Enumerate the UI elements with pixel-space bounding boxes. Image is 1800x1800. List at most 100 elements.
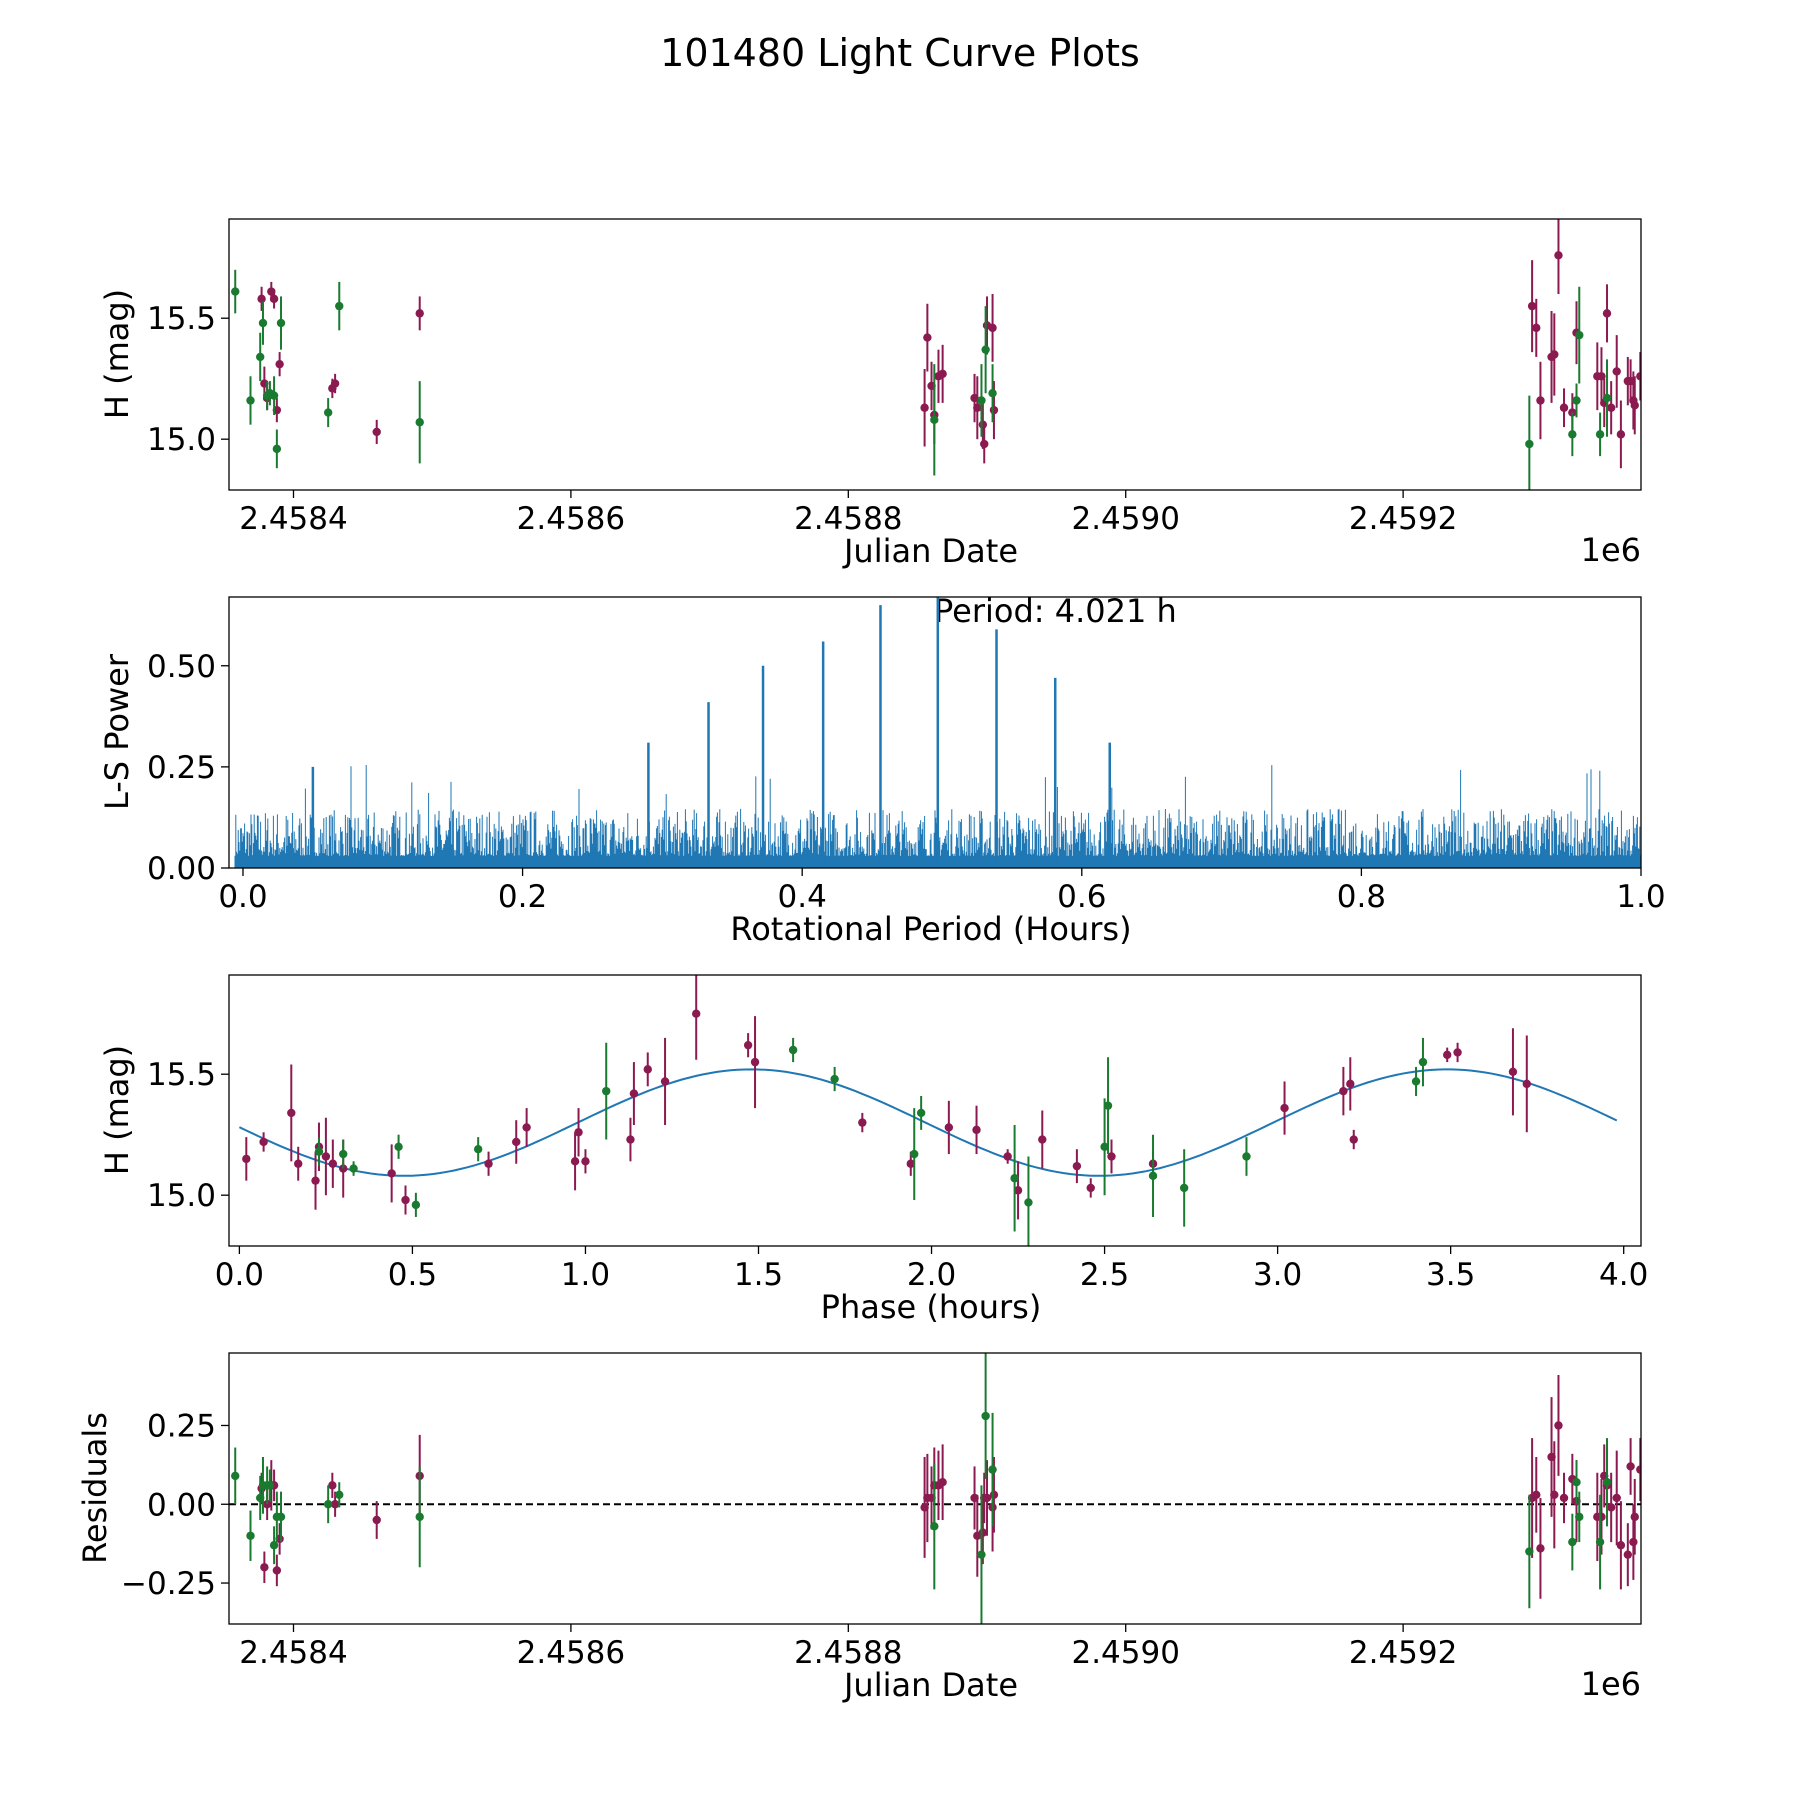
data-point-r xyxy=(972,1125,981,1135)
periodogram-line xyxy=(234,765,1641,868)
plot-area xyxy=(231,219,1641,490)
data-point-g xyxy=(276,318,286,328)
data-point-r xyxy=(581,1157,590,1166)
x-tick-label: 3.0 xyxy=(1253,1257,1302,1293)
data-point-r xyxy=(330,379,340,388)
x-tick-label: 0.5 xyxy=(388,1257,437,1293)
data-point-r xyxy=(1508,1067,1518,1076)
data-point-g xyxy=(1572,1477,1581,1487)
data-point-g xyxy=(258,318,268,328)
data-point-g xyxy=(339,1149,348,1159)
data-point-g xyxy=(231,287,240,296)
x-tick-label: 2.4584 xyxy=(239,501,347,537)
panel-folded-lightcurve: Phase (hours) H (mag) 0.0 0.5 1.0 1.5 2.0 2.5… xyxy=(98,974,1648,1326)
data-point-g xyxy=(602,1086,611,1096)
data-point-r xyxy=(330,1500,340,1509)
periodogram-xlabel: Rotational Period (Hours) xyxy=(730,910,1131,948)
panel-raw-lightcurve: Julian Date H (mag) 1e6 2.4584 2.4586 2.45… xyxy=(98,218,1642,570)
data-point-g xyxy=(335,1490,344,1500)
axes-frame xyxy=(228,1352,1642,1625)
data-point-r xyxy=(1038,1135,1047,1144)
x-tick-label: 2.4590 xyxy=(1071,501,1179,537)
x-tick-label: 0.0 xyxy=(215,1257,264,1293)
data-point-g xyxy=(1602,393,1612,403)
data-point-r xyxy=(287,1108,296,1118)
data-point-r xyxy=(1597,1512,1606,1522)
data-point-r xyxy=(1013,1186,1023,1195)
data-point-r xyxy=(938,1477,947,1487)
data-point-r xyxy=(1522,1079,1531,1089)
y-tick-label: 0.00 xyxy=(147,851,216,887)
data-point-g xyxy=(1100,1142,1109,1151)
data-point-r xyxy=(328,1159,338,1168)
y-tick-label: 0.25 xyxy=(147,1408,216,1444)
data-point-r xyxy=(574,1128,583,1137)
data-point-g xyxy=(246,396,255,405)
data-point-r xyxy=(858,1118,867,1127)
panel-residuals: Julian Date Residuals 1e6 2.4584 2.4586 2.… xyxy=(76,1352,1642,1704)
data-point-g xyxy=(415,418,424,427)
data-point-r xyxy=(401,1195,410,1205)
data-point-g xyxy=(1575,1512,1584,1522)
data-point-r xyxy=(1597,372,1606,381)
x-tick-label: 0.4 xyxy=(778,879,827,915)
data-point-r xyxy=(1532,1490,1541,1500)
y-tick-label: 0.50 xyxy=(147,649,216,685)
data-point-g xyxy=(930,1522,939,1531)
data-point-r xyxy=(328,1481,337,1490)
data-point-g xyxy=(473,1145,483,1154)
data-point-r xyxy=(1442,1050,1452,1060)
data-point-r xyxy=(1606,1503,1616,1512)
residuals-offset-label: 1e6 xyxy=(1581,1665,1641,1703)
data-point-g xyxy=(988,1465,997,1474)
data-point-r xyxy=(643,1065,652,1074)
data-point-g xyxy=(1525,439,1534,449)
data-point-r xyxy=(257,294,266,304)
data-point-r xyxy=(660,1077,670,1086)
data-point-r xyxy=(1636,1465,1641,1474)
axes-frame xyxy=(228,596,1642,869)
data-point-g xyxy=(323,1500,333,1509)
x-tick-label: 0.0 xyxy=(218,879,267,915)
x-tick-label: 2.4592 xyxy=(1349,501,1457,537)
data-point-r xyxy=(1086,1183,1095,1193)
data-point-r xyxy=(1554,251,1563,260)
data-point-g xyxy=(1525,1547,1534,1556)
data-point-r xyxy=(1559,403,1569,412)
y-tick-label: 15.0 xyxy=(147,1178,216,1214)
residuals-xlabel: Julian Date xyxy=(842,1666,1018,1704)
data-point-r xyxy=(978,420,988,429)
data-point-r xyxy=(372,427,381,437)
data-point-g xyxy=(1568,430,1577,439)
data-point-r xyxy=(1550,1490,1559,1500)
data-point-r xyxy=(989,405,999,415)
data-point-r xyxy=(275,359,284,369)
plot-area xyxy=(229,1353,1641,1624)
data-point-r xyxy=(1629,1537,1638,1547)
data-point-r xyxy=(626,1135,635,1144)
x-tick-label: 2.4592 xyxy=(1349,1635,1457,1671)
data-point-r xyxy=(629,1089,639,1098)
data-point-r xyxy=(311,1176,320,1185)
data-point-r xyxy=(1072,1161,1082,1171)
panel-periodogram: Rotational Period (Hours) L-S Power Peri… xyxy=(98,592,1666,948)
data-point-g xyxy=(981,1411,990,1421)
data-point-g xyxy=(1179,1183,1189,1193)
data-point-r xyxy=(1612,1493,1621,1503)
data-point-r xyxy=(1559,1493,1569,1503)
data-point-g xyxy=(1572,396,1581,405)
data-point-r xyxy=(522,1123,531,1132)
data-point-r xyxy=(980,439,989,449)
data-point-r xyxy=(272,1566,282,1575)
raw-ylabel: H (mag) xyxy=(98,289,136,419)
data-point-g xyxy=(930,415,939,425)
data-point-g xyxy=(272,444,282,454)
data-point-g xyxy=(788,1045,798,1055)
data-point-r xyxy=(944,1123,954,1132)
data-point-r xyxy=(978,1528,988,1537)
data-point-r xyxy=(1536,396,1545,405)
data-point-g xyxy=(411,1200,421,1210)
folded-ylabel: H (mag) xyxy=(98,1045,136,1175)
data-point-r xyxy=(415,309,424,318)
